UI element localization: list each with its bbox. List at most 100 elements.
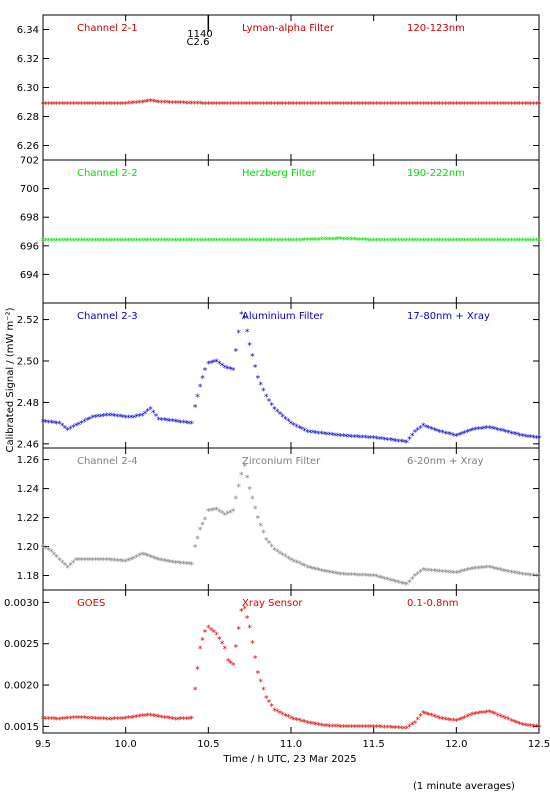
data-point: * bbox=[99, 413, 104, 423]
data-point: * bbox=[66, 237, 71, 247]
data-point: * bbox=[300, 100, 305, 110]
data-point: * bbox=[170, 237, 175, 247]
data-point: * bbox=[145, 98, 150, 108]
data-point: * bbox=[506, 237, 511, 247]
data-point: * bbox=[515, 237, 520, 247]
data-point: * bbox=[239, 608, 244, 618]
y-tick-label: 1.26 bbox=[17, 455, 39, 466]
data-point: * bbox=[203, 366, 208, 376]
data-point: * bbox=[418, 713, 423, 723]
data-point: * bbox=[391, 578, 396, 588]
filter-label: Xray Sensor bbox=[242, 598, 303, 609]
data-point: * bbox=[308, 100, 313, 110]
data-point: * bbox=[217, 635, 222, 645]
data-point: * bbox=[258, 522, 263, 532]
data-point: * bbox=[250, 495, 255, 505]
data-point: * bbox=[377, 237, 382, 247]
data-point: * bbox=[316, 100, 321, 110]
data-point: * bbox=[479, 710, 484, 720]
data-point: * bbox=[493, 711, 498, 721]
data-point: * bbox=[242, 237, 247, 247]
data-point: * bbox=[528, 723, 533, 733]
data-point: * bbox=[283, 553, 288, 563]
data-point: * bbox=[289, 715, 294, 725]
data-point: * bbox=[330, 100, 335, 110]
data-point: * bbox=[264, 694, 269, 704]
data-point: * bbox=[396, 100, 401, 110]
data-point: * bbox=[371, 435, 376, 445]
data-point: * bbox=[534, 237, 539, 247]
data-point: * bbox=[435, 568, 440, 578]
data-point: * bbox=[272, 707, 277, 717]
data-point: * bbox=[347, 236, 352, 246]
x-tick-label: 10.0 bbox=[115, 739, 137, 750]
channel-label: Channel 2-3 bbox=[77, 311, 138, 322]
data-point: * bbox=[385, 100, 390, 110]
data-point: * bbox=[44, 418, 49, 428]
data-point: * bbox=[515, 570, 520, 580]
data-point: * bbox=[134, 237, 139, 247]
data-point: * bbox=[473, 711, 478, 721]
data-point: * bbox=[300, 237, 305, 247]
data-point: * bbox=[504, 715, 509, 725]
data-point: * bbox=[374, 100, 379, 110]
data-point: * bbox=[250, 237, 255, 247]
data-point: * bbox=[487, 100, 492, 110]
data-point: * bbox=[418, 424, 423, 434]
data-point: * bbox=[60, 422, 65, 432]
data-point: * bbox=[57, 237, 62, 247]
data-point: * bbox=[79, 419, 84, 429]
data-point: * bbox=[245, 237, 250, 247]
data-point: * bbox=[314, 100, 319, 110]
data-point: * bbox=[247, 341, 252, 351]
data-point: * bbox=[82, 418, 87, 428]
data-point: * bbox=[170, 418, 175, 428]
data-point: * bbox=[322, 568, 327, 578]
data-point: * bbox=[410, 100, 415, 110]
shared-x-axis: 9.5 10.0 10.5 11.0 11.5 12.0 12.5 bbox=[35, 739, 550, 750]
band-label: 6-20nm + Xray bbox=[407, 456, 484, 467]
data-point: * bbox=[349, 723, 354, 733]
data-point: * bbox=[512, 570, 517, 580]
data-point: * bbox=[41, 100, 46, 110]
data-point: * bbox=[110, 557, 115, 567]
data-point: * bbox=[308, 429, 313, 439]
filter-label: Lyman-alpha Filter bbox=[242, 23, 335, 34]
data-point: * bbox=[242, 100, 247, 110]
data-point: * bbox=[344, 100, 349, 110]
data-point: * bbox=[526, 100, 531, 110]
data-point: * bbox=[49, 716, 54, 726]
data-point: * bbox=[63, 237, 68, 247]
panel-frame bbox=[42, 589, 540, 734]
data-point: * bbox=[272, 237, 277, 247]
data-point: * bbox=[374, 237, 379, 247]
data-point: * bbox=[71, 100, 76, 110]
data-point: * bbox=[187, 561, 192, 571]
data-point: * bbox=[380, 237, 385, 247]
data-point: * bbox=[115, 100, 120, 110]
data-point: * bbox=[123, 715, 128, 725]
data-point: * bbox=[471, 711, 476, 721]
data-point: * bbox=[347, 571, 352, 581]
y-tick-label: 1.20 bbox=[17, 542, 39, 553]
data-point: * bbox=[388, 100, 393, 110]
data-point: * bbox=[515, 431, 520, 441]
data-point: * bbox=[57, 557, 62, 567]
data-point: * bbox=[327, 236, 332, 246]
data-point: * bbox=[242, 462, 247, 472]
data-point: * bbox=[294, 100, 299, 110]
data-point: * bbox=[294, 237, 299, 247]
data-point: * bbox=[473, 565, 478, 575]
data-point: * bbox=[187, 715, 192, 725]
data-point: * bbox=[44, 100, 49, 110]
data-point: * bbox=[66, 100, 71, 110]
data-point: * bbox=[300, 561, 305, 571]
data-point: * bbox=[509, 430, 514, 440]
data-point: * bbox=[297, 560, 302, 570]
data-point: * bbox=[391, 724, 396, 734]
data-point: * bbox=[112, 413, 117, 423]
data-point: * bbox=[258, 100, 263, 110]
data-point: * bbox=[294, 716, 299, 726]
data-point: * bbox=[451, 432, 456, 442]
data-point: * bbox=[393, 578, 398, 588]
